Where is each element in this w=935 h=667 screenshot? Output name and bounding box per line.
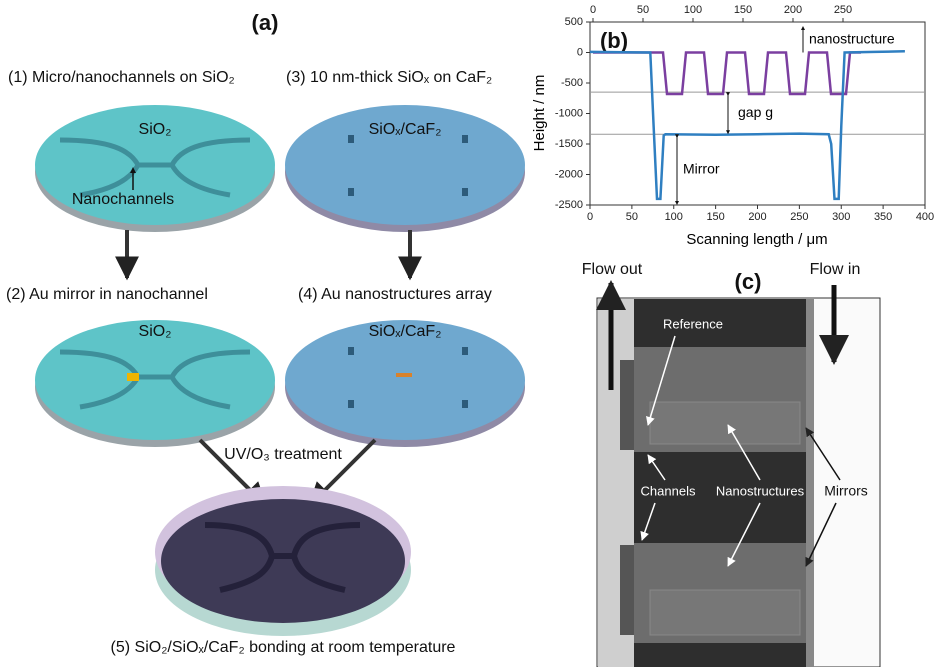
treatment-label: UV/O₃ treatment [224,446,342,463]
disk-label: SiO₂ [139,121,172,138]
x-tick-label: 400 [916,211,934,223]
panel-label: (c) [735,269,762,294]
image-label: Nanostructures [716,483,805,498]
x2-tick-label: 250 [834,4,852,16]
panel-c: (c) Flow out Flow in Reference Channels … [582,261,880,667]
au-mirror [127,373,139,381]
x-tick-label: 50 [626,211,638,223]
channel-edge [620,360,634,450]
annotation: nanostructure [809,31,895,47]
x2-tick-label: 200 [784,4,802,16]
y-tick-label: 0 [577,46,583,58]
disk-label: SiO₂ [139,323,172,340]
x-tick-label: 0 [587,211,593,223]
step-label: (3) 10 nm-thick SiOₓ on CaF₂ [286,69,492,86]
image-label: Mirrors [824,483,868,499]
x2-tick-label: 100 [684,4,702,16]
y-axis-label: Height / nm [531,75,548,152]
disk [161,499,405,623]
step-label: (2) Au mirror in nanochannel [6,286,208,303]
annotation: gap g [738,104,773,120]
channel-edge [806,299,814,667]
figure: (a) (1) Micro/nanochannels on SiO₂ (3) 1… [0,0,935,667]
y-tick-label: -1000 [555,107,583,119]
y-tick-label: -2500 [555,199,583,211]
panel-b: (b) Scanning length / μm Height / nm 500… [531,4,934,248]
nanochannels-label: Nanochannels [72,191,174,208]
au-nanostructures [396,373,412,377]
flow-in-label: Flow in [810,261,861,278]
x-axis-label: Scanning length / μm [686,231,827,248]
image-label: Reference [663,316,723,331]
x-tick-label: 100 [665,211,683,223]
flow-out-label: Flow out [582,261,643,278]
x2-tick-label: 0 [590,4,596,16]
x-tick-label: 300 [832,211,850,223]
x2-tick-label: 150 [734,4,752,16]
x2-tick-label: 50 [637,4,649,16]
panel-a: (a) (1) Micro/nanochannels on SiO₂ (3) 1… [6,10,525,656]
annotation: Mirror [683,161,720,177]
disk-label: SiOₓ/CaF₂ [369,121,442,138]
x-tick-label: 250 [790,211,808,223]
disk-label: SiOₓ/CaF₂ [369,323,442,340]
x-tick-label: 350 [874,211,892,223]
nanostructure-array [650,590,800,635]
y-tick-label: -2000 [555,168,583,180]
nanostructure-array [650,402,800,444]
image-label: Channels [641,483,696,498]
panel-label: (b) [600,28,628,53]
y-tick-label: -500 [561,77,583,89]
data-line [593,53,861,95]
panel-label: (a) [252,10,279,35]
y-tick-label: -1500 [555,138,583,150]
step-label: (4) Au nanostructures array [298,286,492,303]
step-label: (1) Micro/nanochannels on SiO₂ [8,69,235,86]
x-tick-label: 200 [748,211,766,223]
x-tick-label: 150 [706,211,724,223]
y-tick-label: 500 [565,16,583,28]
step-label: (5) SiO₂/SiOₓ/CaF₂ bonding at room tempe… [111,639,456,656]
channel-edge [620,545,634,635]
